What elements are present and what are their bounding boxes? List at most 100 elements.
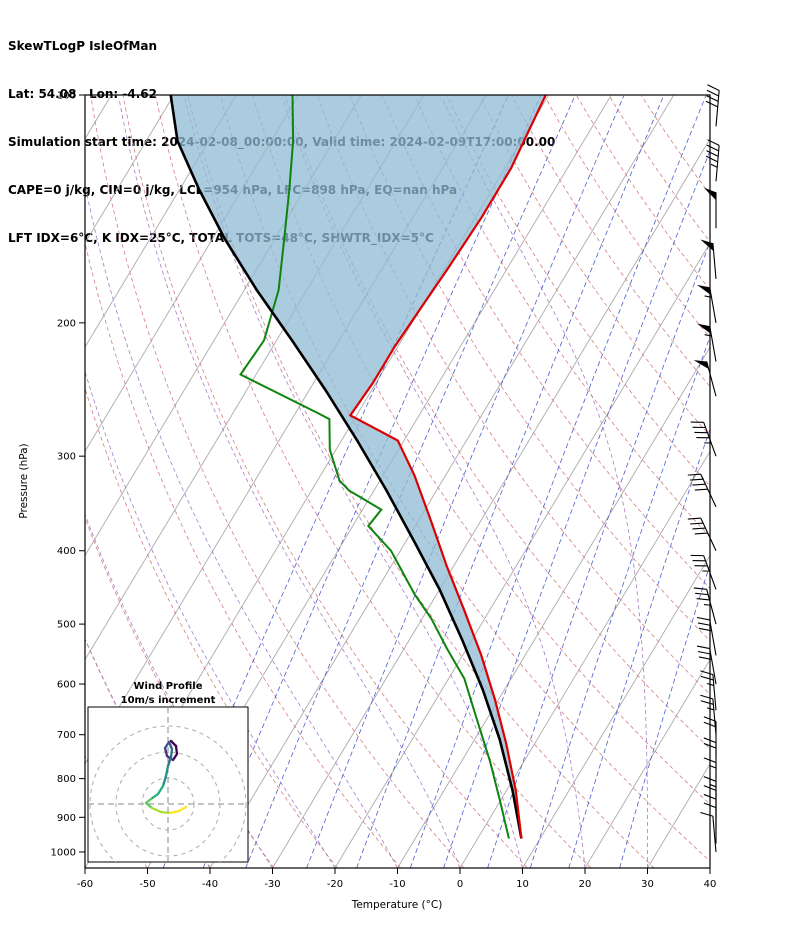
hodograph-grid	[88, 707, 248, 862]
dry-adiabat-line	[446, 95, 710, 487]
barb-staff	[706, 361, 717, 397]
hodograph-trace-segment	[149, 792, 160, 801]
barb-full-feather	[706, 89, 719, 97]
mixing-ratio-line	[443, 149, 710, 868]
barb-full-feather	[694, 532, 708, 535]
barb-full-feather	[696, 616, 710, 621]
barb-pennant	[696, 323, 712, 335]
wind-barb	[687, 517, 717, 551]
barb-full-feather	[700, 811, 714, 817]
wind-barb	[696, 323, 717, 362]
barb-full-feather	[707, 84, 720, 91]
header-location: Lat: 54.08 Lon: -4.62	[8, 87, 157, 101]
barb-full-feather	[693, 587, 707, 590]
barb-full-feather	[706, 144, 719, 152]
dry-adiabat-line	[641, 95, 710, 196]
dewpoint-curve	[239, 95, 510, 839]
x-tick-label: -30	[264, 879, 280, 890]
x-tick-label: 10	[516, 879, 529, 890]
y-tick-label: 800	[57, 774, 76, 785]
barb-full-feather	[696, 645, 710, 650]
wind-barb	[696, 645, 717, 685]
hodograph-range-ring	[89, 725, 247, 862]
mixing-ratio-line	[529, 335, 710, 868]
hodograph-trace-segment	[161, 774, 168, 788]
dry-adiabat-line	[608, 95, 710, 243]
hodograph-trace-segment	[177, 805, 188, 813]
y-tick-label: 300	[57, 452, 76, 463]
barb-full-feather	[705, 155, 718, 163]
isotherm-line	[272, 137, 710, 868]
axes-layer: -60 -50 -40 -30 -20 -10 0 10 20 30 40 100 200 300 400 5…	[51, 91, 717, 891]
dry-adiabat-line	[155, 95, 592, 868]
wind-barb	[696, 616, 717, 656]
wind-barb	[690, 421, 717, 457]
shading-layer	[170, 95, 546, 839]
moist-adiabat-line	[85, 183, 398, 868]
hodograph-trace-segment	[169, 739, 178, 748]
hodograph-trace-segment	[159, 810, 172, 815]
x-tick-label: 40	[704, 879, 717, 890]
hodograph-trace-segment	[163, 746, 169, 758]
mixing-ratio-line	[409, 95, 707, 868]
barb-pennant	[693, 360, 709, 370]
x-tick-label: -60	[77, 879, 93, 890]
barb-staff	[709, 619, 717, 656]
x-tick-label: 30	[641, 879, 654, 890]
y-tick-label: 100	[57, 91, 76, 102]
barb-full-feather	[696, 598, 710, 601]
hodograph-trace-segment	[169, 747, 174, 759]
isotherm-line	[209, 95, 675, 868]
mixing-ratio-line	[487, 240, 710, 868]
x-tick-label: 20	[579, 879, 592, 890]
x-tick-label: -50	[139, 879, 155, 890]
dry-adiabat-line	[414, 95, 710, 538]
barb-full-feather	[700, 700, 714, 705]
isotherm-line	[522, 554, 710, 868]
header-title: SkewTLogP IsleOfMan	[8, 39, 158, 53]
wind-barb	[696, 284, 717, 323]
wind-barb	[700, 239, 717, 280]
moist-adiabat-line	[442, 98, 648, 868]
hodograph-trace-segment	[171, 752, 179, 762]
isotherm-line	[85, 95, 237, 349]
y-tick-label: 700	[57, 730, 76, 741]
barb-staff	[715, 90, 720, 127]
isotherm-line	[647, 762, 710, 868]
barb-full-feather	[700, 675, 714, 681]
barb-pennant	[696, 284, 712, 296]
hodograph-trace-segment	[156, 784, 165, 796]
dry-adiabat-line	[576, 95, 710, 291]
barb-full-feather	[705, 100, 718, 108]
y-tick-label: 400	[57, 546, 76, 557]
barb-staff	[709, 648, 717, 685]
wind-barb	[700, 811, 717, 853]
dry-adiabat-line	[0, 96, 84, 868]
barb-half-feather	[710, 163, 718, 168]
isotherm-line	[397, 346, 710, 868]
wind-barb	[687, 473, 717, 508]
dry-adiabat-line	[252, 95, 710, 805]
barb-full-feather	[690, 522, 704, 525]
dry-adiabat-line	[479, 95, 710, 437]
x-axis-label: Temperature (°C)	[351, 899, 443, 911]
hodograph-title: Wind Profile	[134, 681, 203, 692]
y-axis-label: Pressure (hPa)	[18, 443, 30, 518]
barb-staff	[712, 816, 717, 853]
wind-barb	[693, 360, 717, 397]
barb-full-feather	[690, 478, 704, 481]
barb-full-feather	[700, 694, 714, 700]
mixing-ratio-line	[202, 95, 541, 868]
x-tick-label: 0	[457, 879, 463, 890]
dry-adiabat-line	[220, 95, 710, 862]
wind-barb	[705, 139, 720, 182]
isotherm-line	[85, 95, 175, 244]
barb-full-feather	[700, 670, 714, 676]
hodograph-trace-segment	[168, 809, 181, 815]
mixing-ratio-line	[568, 428, 710, 868]
hodograph-trace-segment	[174, 744, 179, 756]
hodograph-trace-segment	[167, 740, 174, 751]
dry-adiabat-line	[122, 95, 528, 868]
hodograph-trace-segment	[144, 801, 154, 810]
